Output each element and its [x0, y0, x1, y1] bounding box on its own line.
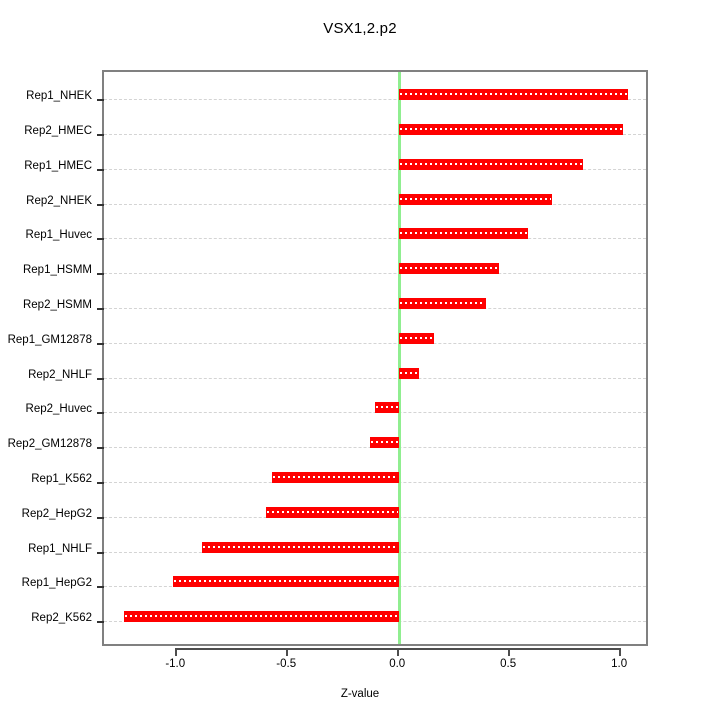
y-axis-label-rep2-gm12878: Rep2_GM12878: [7, 438, 92, 451]
y-axis-tick: [97, 238, 104, 241]
gridline: [104, 168, 646, 170]
x-axis-tick: [508, 648, 511, 656]
y-axis-label-rep2-hmec: Rep2_HMEC: [24, 124, 92, 137]
y-axis-label-rep2-k562: Rep2_K562: [31, 612, 92, 625]
y-axis-label-rep1-nhek: Rep1_NHEK: [26, 90, 92, 103]
x-axis-tick-label: -1.0: [165, 658, 186, 670]
y-axis-label-rep1-hepg2: Rep1_HepG2: [21, 577, 92, 590]
y-axis-label-rep1-hsmm: Rep1_HSMM: [22, 264, 92, 277]
gridline: [104, 273, 646, 275]
y-axis-tick: [97, 273, 104, 276]
bar-rep1-k562: [271, 471, 400, 483]
y-axis-tick: [97, 516, 104, 519]
y-axis-label-rep2-hepg2: Rep2_HepG2: [21, 507, 92, 520]
y-axis-label-rep2-huvec: Rep2_Huvec: [25, 403, 92, 416]
x-axis-tick-label: 1.0: [611, 658, 628, 670]
gridline: [104, 342, 646, 344]
y-axis-tick: [97, 99, 104, 102]
bar-rep1-hmec: [399, 158, 584, 170]
x-axis-tick: [286, 648, 289, 656]
y-axis-label-rep1-nhlf: Rep1_NHLF: [28, 542, 92, 555]
x-axis-tick: [175, 648, 178, 656]
y-axis-tick: [97, 342, 104, 345]
x-axis-tick-label: -0.5: [276, 658, 297, 670]
y-axis-label-rep2-nhlf: Rep2_NHLF: [28, 368, 92, 381]
bar-rep1-hepg2: [172, 576, 400, 588]
y-axis-tick: [97, 551, 104, 554]
chart-title: VSX1,2.p2: [323, 20, 397, 37]
bar-rep2-nhlf: [399, 367, 420, 379]
gridline: [104, 377, 646, 379]
y-axis-label-rep1-hmec: Rep1_HMEC: [24, 159, 92, 172]
zero-reference-line: [398, 72, 402, 644]
x-axis-line: [175, 648, 620, 650]
gridline: [104, 307, 646, 309]
y-axis-label-rep2-nhek: Rep2_NHEK: [26, 194, 92, 207]
y-axis-label-rep1-gm12878: Rep1_GM12878: [7, 333, 92, 346]
y-axis-label-rep1-huvec: Rep1_Huvec: [25, 229, 92, 242]
y-axis-tick: [97, 203, 104, 206]
plot-inner: [97, 72, 646, 644]
gridline: [104, 99, 646, 101]
bar-rep2-gm12878: [370, 437, 400, 449]
bar-rep2-nhek: [399, 193, 553, 205]
y-axis-tick: [97, 133, 104, 136]
y-axis-tick: [97, 307, 104, 310]
x-axis-tick-label: 0.5: [500, 658, 517, 670]
plot-area: [97, 70, 648, 646]
y-axis-tick: [97, 168, 104, 171]
bar-rep2-hmec: [399, 123, 624, 135]
gridline: [104, 238, 646, 240]
y-axis-tick: [97, 412, 104, 415]
x-axis-title: Z-value: [340, 688, 380, 700]
y-axis-tick: [97, 377, 104, 380]
bar-rep2-hsmm: [399, 297, 486, 309]
x-axis-tick: [397, 648, 400, 656]
y-axis-tick: [97, 481, 104, 484]
bar-rep2-hepg2: [266, 506, 400, 518]
gridline: [104, 133, 646, 135]
y-axis-label-rep2-hsmm: Rep2_HSMM: [22, 298, 92, 311]
x-axis-tick-label: 0.0: [389, 658, 406, 670]
x-axis-tick: [619, 648, 622, 656]
bar-rep1-nhlf: [201, 541, 400, 553]
y-axis-label-rep1-k562: Rep1_K562: [31, 472, 92, 485]
gridline: [104, 203, 646, 205]
y-axis-tick: [97, 447, 104, 450]
y-axis-tick: [97, 586, 104, 589]
y-axis-tick: [97, 621, 104, 624]
bar-rep2-huvec: [374, 402, 400, 414]
bar-rep1-nhek: [399, 89, 628, 101]
bar-rep1-gm12878: [399, 332, 434, 344]
bar-rep2-k562: [123, 611, 400, 623]
bar-rep1-huvec: [399, 228, 528, 240]
bar-rep1-hsmm: [399, 263, 500, 275]
